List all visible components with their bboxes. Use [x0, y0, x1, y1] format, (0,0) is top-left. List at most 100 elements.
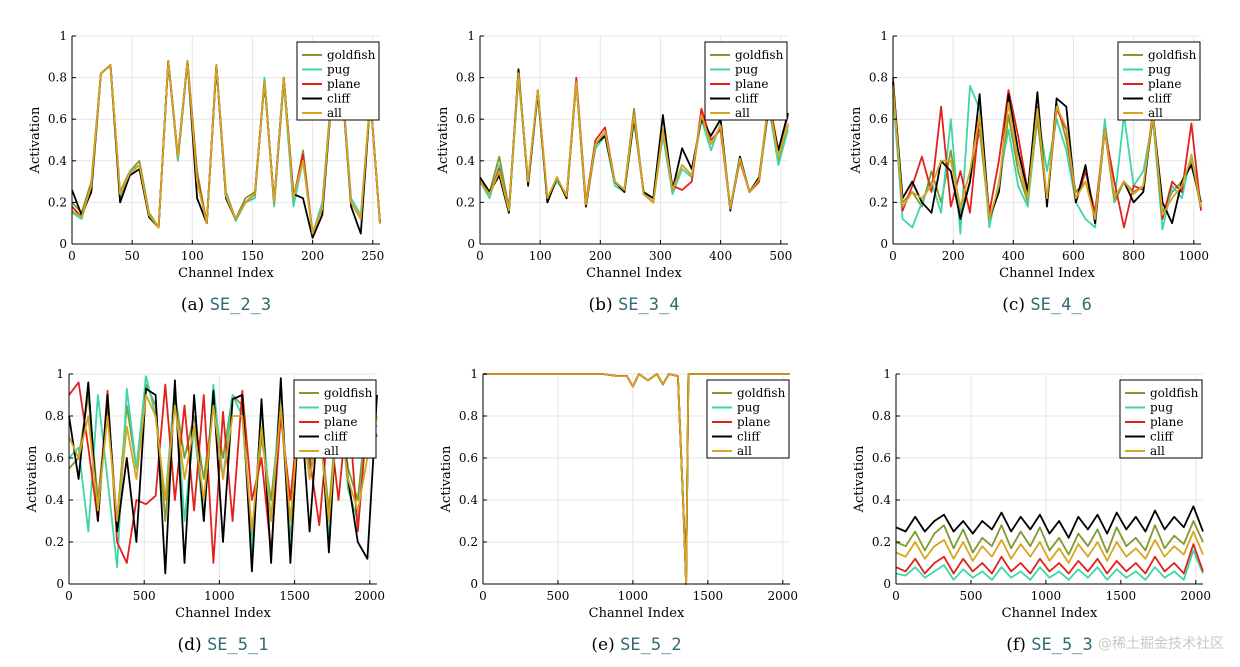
x-axis-label: Channel Index — [178, 266, 274, 281]
legend-label-goldfish: goldfish — [735, 48, 784, 62]
caption-code: SE_3_4 — [618, 295, 679, 315]
legend-label-pug: pug — [1148, 63, 1171, 77]
x-tick-label: 1000 — [1031, 589, 1062, 603]
y-tick-label: 0 — [56, 577, 64, 591]
caption-letter: (b) — [589, 295, 619, 315]
x-tick-label: 200 — [589, 249, 612, 263]
y-tick-label: 1 — [467, 29, 475, 43]
legend-label-plane: plane — [327, 77, 361, 91]
y-tick-label: 1 — [883, 367, 891, 381]
legend-label-cliff: cliff — [324, 430, 348, 444]
x-axis-label: Channel Index — [586, 266, 682, 281]
y-tick-label: 0 — [467, 237, 475, 251]
chart-panel-d: 0 500 1000 1500 2000 0 0.2 0.4 0.6 0.8 1 Channel In… — [25, 367, 385, 655]
y-tick-label: 0.4 — [45, 493, 64, 507]
y-tick-label: 0.4 — [456, 154, 475, 168]
legend-label-goldfish: goldfish — [324, 386, 373, 400]
legend-label-cliff: cliff — [1150, 430, 1174, 444]
legend-label-plane: plane — [1150, 415, 1184, 429]
legend-label-cliff: cliff — [1148, 92, 1172, 106]
x-tick-label: 800 — [1122, 249, 1145, 263]
x-tick-label: 50 — [125, 249, 140, 263]
x-tick-label: 500 — [769, 249, 792, 263]
y-tick-label: 0.2 — [456, 195, 475, 209]
x-tick-label: 0 — [65, 589, 73, 603]
chart-panel-a: 0 50 100 150 200 250 0 0.2 0.4 0.6 0.8 1 Channel Ind… — [28, 29, 384, 315]
legend-label-pug: pug — [735, 63, 758, 77]
y-tick-label: 0 — [470, 577, 478, 591]
legend-label-pug: pug — [324, 401, 347, 415]
series-line-all — [68, 394, 378, 533]
y-tick-label: 0.8 — [459, 409, 478, 423]
x-tick-label: 100 — [181, 249, 204, 263]
y-axis-label: Activation — [849, 106, 864, 174]
x-tick-label: 500 — [133, 589, 156, 603]
legend-label-plane: plane — [737, 415, 771, 429]
legend-label-goldfish: goldfish — [1150, 386, 1199, 400]
legend-label-all: all — [1148, 106, 1163, 120]
y-tick-label: 0.4 — [872, 493, 891, 507]
legend-label-all: all — [327, 106, 342, 120]
series-line-all — [892, 85, 1202, 220]
y-tick-label: 1 — [470, 367, 478, 381]
chart-panel-b: 0 100 200 300 400 500 0 0.2 0.4 0.6 0.8 1 Channel In… — [436, 29, 792, 315]
panel-caption: (b) SE_3_4 — [589, 295, 680, 315]
x-tick-label: 1000 — [1179, 249, 1210, 263]
y-tick-label: 0.8 — [869, 71, 888, 85]
y-tick-label: 0.2 — [872, 535, 891, 549]
legend-label-goldfish: goldfish — [327, 48, 376, 62]
y-axis-label: Activation — [439, 445, 454, 513]
x-tick-label: 2000 — [768, 589, 799, 603]
legend-label-cliff: cliff — [737, 430, 761, 444]
y-tick-label: 1 — [880, 29, 888, 43]
panel-caption: (c) SE_4_6 — [1002, 295, 1092, 315]
series-line-cliff — [895, 505, 1204, 539]
legend-label-goldfish: goldfish — [737, 386, 786, 400]
x-tick-label: 1500 — [279, 589, 310, 603]
caption-letter: (f) — [1006, 635, 1031, 655]
x-tick-label: 400 — [709, 249, 732, 263]
caption-code: SE_2_3 — [210, 295, 271, 315]
legend-label-plane: plane — [1148, 77, 1182, 91]
y-tick-label: 0 — [880, 237, 888, 251]
series-line-cliff — [68, 377, 378, 575]
panel-caption: (a) SE_2_3 — [181, 295, 271, 315]
series-line-plane — [895, 543, 1204, 575]
y-tick-label: 0.4 — [48, 154, 67, 168]
series-line-pug — [895, 549, 1204, 581]
legend-label-all: all — [735, 106, 750, 120]
y-axis-label: Activation — [25, 445, 40, 513]
y-tick-label: 0.6 — [869, 112, 888, 126]
y-axis-label: Activation — [28, 106, 43, 174]
x-axis-label: Channel Index — [1002, 606, 1098, 621]
caption-code: SE_5_2 — [620, 635, 681, 655]
x-tick-label: 0 — [892, 589, 900, 603]
series-line-goldfish — [895, 520, 1204, 556]
x-tick-label: 2000 — [355, 589, 386, 603]
legend-label-goldfish: goldfish — [1148, 48, 1197, 62]
x-tick-label: 100 — [529, 249, 552, 263]
legend-label-all: all — [324, 444, 339, 458]
panel-caption: (d) SE_5_1 — [178, 635, 269, 655]
x-axis-label: Channel Index — [589, 606, 685, 621]
caption-letter: (d) — [178, 635, 208, 655]
legend-label-pug: pug — [737, 401, 760, 415]
y-tick-label: 0.8 — [456, 71, 475, 85]
x-tick-label: 150 — [241, 249, 264, 263]
y-tick-label: 0.6 — [872, 451, 891, 465]
x-tick-label: 0 — [68, 249, 76, 263]
series-line-all — [71, 60, 381, 235]
x-tick-label: 200 — [301, 249, 324, 263]
panel-caption: (e) SE_5_2 — [591, 635, 681, 655]
series-line-all — [479, 72, 789, 212]
x-tick-label: 0 — [479, 589, 487, 603]
legend-label-all: all — [1150, 444, 1165, 458]
y-tick-label: 0.2 — [48, 195, 67, 209]
caption-letter: (a) — [181, 295, 210, 315]
y-tick-label: 0.4 — [869, 154, 888, 168]
x-tick-label: 1000 — [204, 589, 235, 603]
x-tick-label: 1000 — [618, 589, 649, 603]
y-tick-label: 0 — [59, 237, 67, 251]
y-tick-label: 0.8 — [872, 409, 891, 423]
